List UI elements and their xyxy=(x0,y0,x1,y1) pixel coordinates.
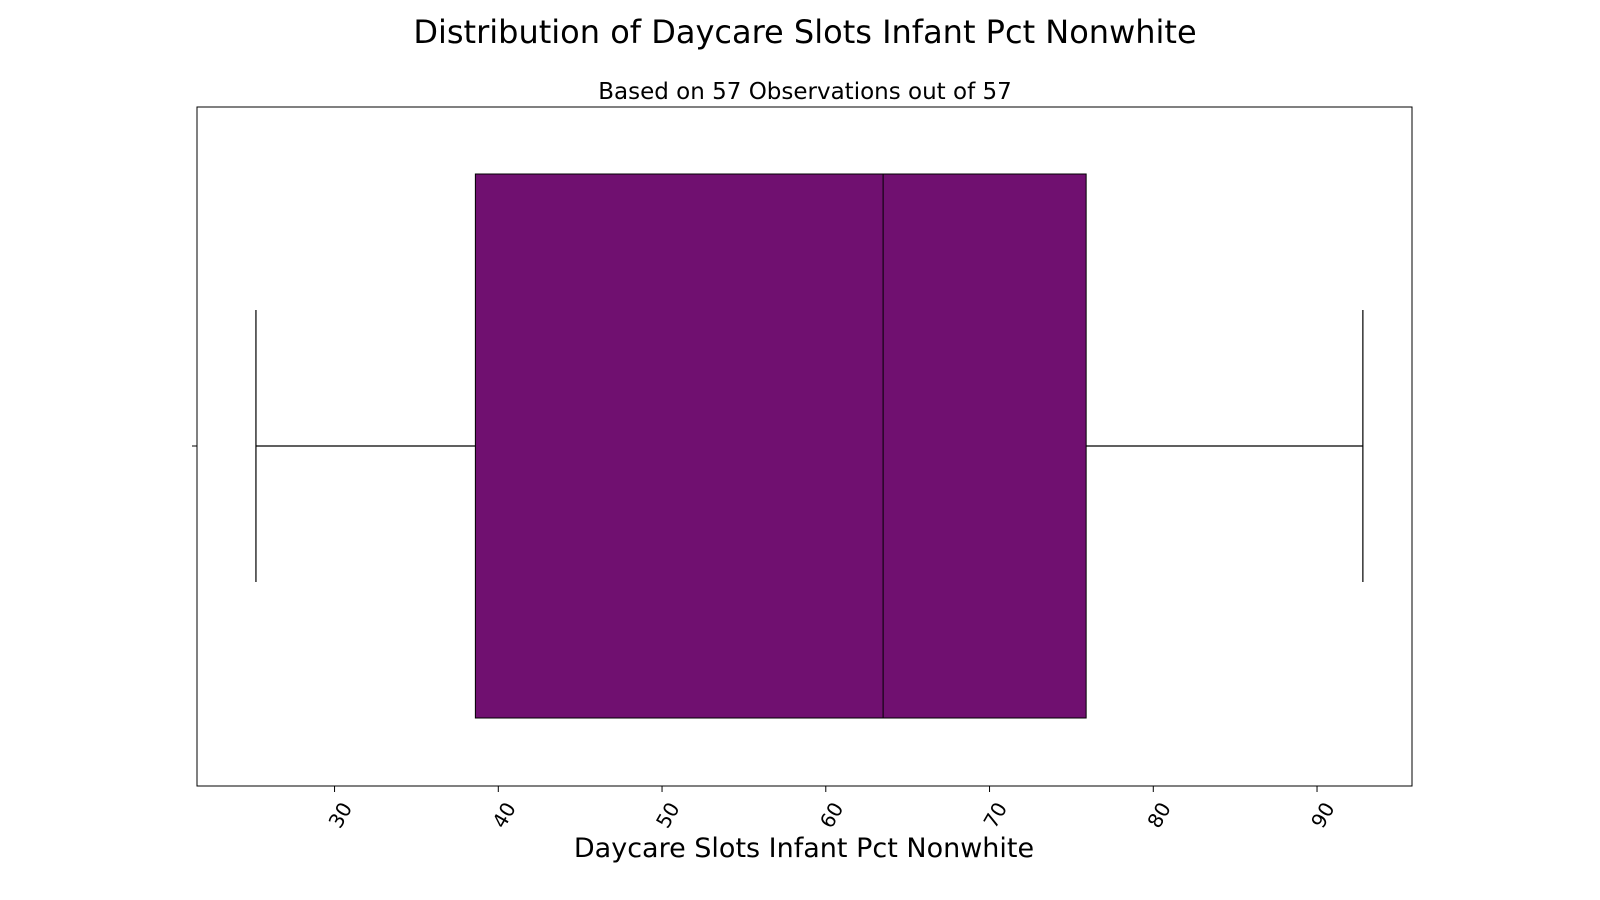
x-tick-label: 30 xyxy=(324,798,358,832)
x-axis-ticks: 30 40 50 60 70 80 90 xyxy=(324,786,1340,832)
x-tick-label: 80 xyxy=(1142,798,1176,832)
x-tick-label: 50 xyxy=(651,798,685,832)
x-tick-label: 90 xyxy=(1306,798,1340,832)
x-tick-label: 40 xyxy=(487,798,521,832)
x-tick-label: 70 xyxy=(979,798,1013,832)
x-tick-label: 60 xyxy=(815,798,849,832)
chart-title: Distribution of Daycare Slots Infant Pct… xyxy=(413,13,1196,51)
x-axis-label: Daycare Slots Infant Pct Nonwhite xyxy=(574,833,1034,864)
chart-subtitle: Based on 57 Observations out of 57 xyxy=(598,79,1012,105)
iqr-box xyxy=(474,173,1087,719)
box-plot-group xyxy=(255,173,1364,719)
